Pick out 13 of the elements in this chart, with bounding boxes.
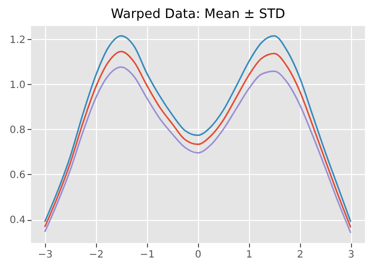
x-tick-label: −1 xyxy=(140,250,155,260)
y-tick-label: 0.8 xyxy=(10,124,26,136)
y-tick-label: 0.6 xyxy=(10,170,26,181)
x-tick-label: −2 xyxy=(88,250,104,260)
chart-title: Warped Data: Mean ± STD xyxy=(110,7,286,22)
x-tick-label: 1 xyxy=(246,250,252,260)
x-tick-label: −3 xyxy=(38,250,53,260)
x-tick-label: 3 xyxy=(348,250,354,260)
x-tick-label: 2 xyxy=(297,250,304,260)
y-tick-label: 1.2 xyxy=(10,34,26,46)
y-tick-label: 0.4 xyxy=(10,215,26,226)
y-tick-label: 1.0 xyxy=(10,80,26,91)
x-tick-label: 0 xyxy=(195,250,202,260)
